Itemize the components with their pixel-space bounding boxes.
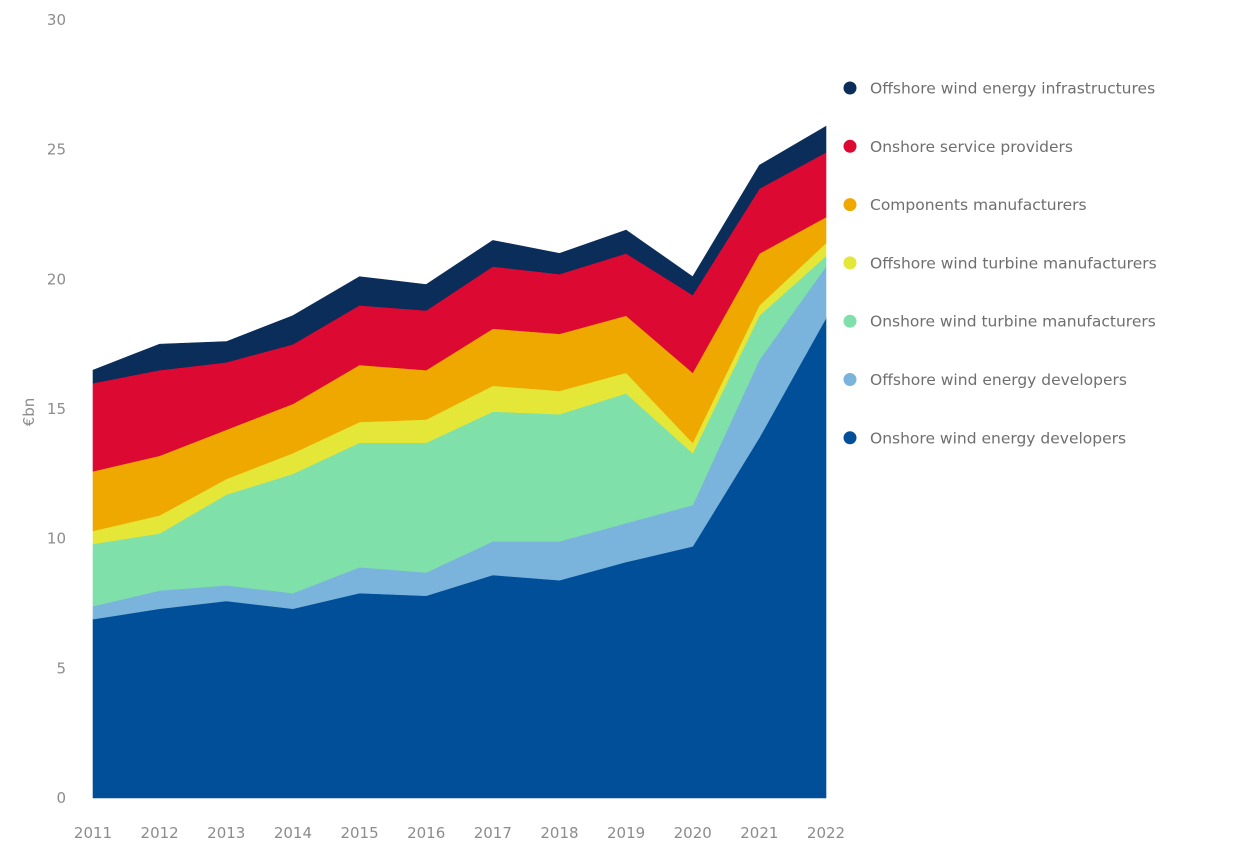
legend-label: Offshore wind energy developers (870, 371, 1127, 389)
legend-label: Onshore service providers (870, 138, 1073, 156)
legend-item: Onshore service providers (843, 138, 1073, 156)
legend-item: Offshore wind turbine manufacturers (843, 254, 1157, 272)
y-tick-label: 30 (47, 11, 66, 29)
y-axis-ticks: 0 5 10 15 20 25 30 (47, 11, 66, 807)
x-tick-label: 2022 (807, 824, 845, 842)
y-tick-label: 25 (47, 141, 66, 159)
x-axis-ticks: 2011 2012 2013 2014 2015 2016 2017 2018 2019 2020… (74, 824, 845, 842)
x-tick-label: 2019 (607, 824, 645, 842)
area-offshore-wind-energy-infrastructures (92, 125, 827, 384)
x-tick-label: 2013 (207, 824, 245, 842)
legend-swatch (843, 256, 857, 270)
x-tick-label: 2015 (340, 824, 378, 842)
legend-swatch (843, 139, 857, 153)
legend-swatch (843, 431, 857, 445)
y-axis-title: €bn (20, 398, 38, 427)
legend-label: Onshore wind energy developers (870, 429, 1126, 447)
y-tick-label: 0 (56, 789, 66, 807)
x-tick-label: 2017 (474, 824, 512, 842)
legend-item: Onshore wind turbine manufacturers (843, 313, 1156, 331)
legend-label: Components manufacturers (870, 196, 1087, 214)
x-tick-label: 2012 (141, 824, 179, 842)
legend-label: Offshore wind energy infrastructures (870, 80, 1155, 98)
y-tick-label: 15 (47, 400, 66, 418)
x-tick-label: 2016 (407, 824, 445, 842)
legend-label: Offshore wind turbine manufacturers (870, 254, 1157, 272)
legend: Offshore wind energy infrastructures Onsh… (843, 80, 1157, 447)
legend-item: Components manufacturers (843, 196, 1087, 214)
x-tick-label: 2020 (674, 824, 712, 842)
legend-swatch (843, 198, 857, 212)
y-tick-label: 5 (56, 659, 66, 677)
legend-swatch (843, 81, 857, 95)
y-tick-label: 10 (47, 530, 66, 548)
legend-swatch (843, 373, 857, 386)
legend-item: Offshore wind energy developers (843, 371, 1127, 389)
x-tick-label: 2011 (74, 824, 112, 842)
plot-areas (92, 125, 827, 799)
legend-item: Offshore wind energy infrastructures (843, 80, 1155, 98)
legend-swatch (843, 314, 857, 328)
x-tick-label: 2014 (274, 824, 312, 842)
x-tick-label: 2021 (740, 824, 778, 842)
legend-item: Onshore wind energy developers (843, 429, 1126, 447)
x-tick-label: 2018 (540, 824, 578, 842)
legend-label: Onshore wind turbine manufacturers (870, 313, 1156, 331)
y-tick-label: 20 (47, 270, 66, 288)
